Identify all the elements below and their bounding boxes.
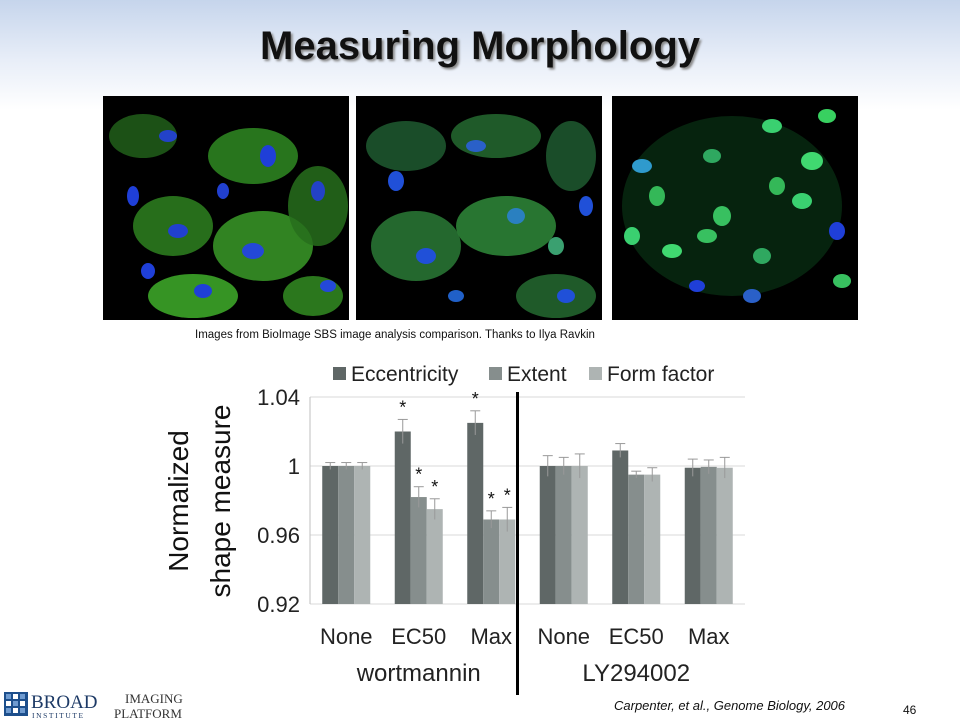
legend-label-0: Eccentricity xyxy=(351,363,459,386)
y-axis-title-line-1: shape measure xyxy=(205,404,236,597)
x-tick-label-4: EC50 xyxy=(609,624,664,649)
logo-platform-text: PLATFORM xyxy=(114,706,182,720)
bar-3-0 xyxy=(539,466,556,604)
bar-4-0 xyxy=(612,450,629,604)
bar-1-1 xyxy=(410,497,427,604)
x-tick-label-3: None xyxy=(537,624,590,649)
micrograph-control-svg xyxy=(109,114,348,318)
shape-measure-chart: Eccentricity Extent Form factor 0.92 0.96 1 1.… xyxy=(163,363,745,695)
y-tick-label-1: 0.96 xyxy=(257,523,300,548)
significance-marker-1-2: * xyxy=(431,477,438,497)
bar-4-2 xyxy=(644,474,661,604)
legend-swatch-1 xyxy=(489,367,502,380)
bar-2-0 xyxy=(467,422,484,604)
micrograph-control xyxy=(103,96,349,320)
logo-broad-text: BROAD xyxy=(31,692,98,713)
title-band xyxy=(0,0,960,110)
legend-swatch-0 xyxy=(333,367,346,380)
bar-1-2 xyxy=(426,509,443,604)
significance-marker-2-1: * xyxy=(488,489,495,509)
y-tick-label-2: 1 xyxy=(288,454,300,479)
legend-swatch-2 xyxy=(589,367,602,380)
group-label-1: LY294002 xyxy=(582,660,690,687)
bar-2-2 xyxy=(499,519,516,604)
bar-0-1 xyxy=(338,466,355,604)
group-label-0: wortmannin xyxy=(356,660,481,687)
bar-0-2 xyxy=(354,466,371,604)
x-tick-label-1: EC50 xyxy=(391,624,446,649)
significance-marker-1-1: * xyxy=(415,465,422,485)
legend-label-1: Extent xyxy=(507,363,567,386)
bar-0-0 xyxy=(322,466,339,604)
x-tick-label-5: Max xyxy=(688,624,730,649)
y-tick-label-0: 0.92 xyxy=(257,592,300,617)
image-caption: Images from BioImage SBS image analysis … xyxy=(195,329,595,341)
significance-marker-1-0: * xyxy=(399,397,406,417)
bar-4-1 xyxy=(628,474,645,604)
x-tick-label-2: Max xyxy=(470,624,512,649)
y-axis-title-line-0: Normalized xyxy=(163,430,194,572)
logo-imaging-text: IMAGING xyxy=(125,691,183,706)
broad-logo-mark xyxy=(4,692,28,716)
page-number: 46 xyxy=(903,703,917,717)
bar-3-1 xyxy=(555,466,572,604)
y-tick-label-3: 1.04 xyxy=(257,385,300,410)
legend-label-2: Form factor xyxy=(607,363,714,386)
citation: Carpenter, et al., Genome Biology, 2006 xyxy=(614,698,846,713)
micrograph-max xyxy=(612,96,858,320)
micrograph-ec50 xyxy=(356,96,602,320)
bar-5-1 xyxy=(700,466,717,604)
bar-3-2 xyxy=(571,466,588,604)
bar-5-0 xyxy=(684,467,701,604)
slide-title: Measuring Morphology xyxy=(260,24,700,68)
broad-imaging-logo: BROAD INSTITUTE IMAGING PLATFORM xyxy=(4,691,183,720)
bar-1-0 xyxy=(394,431,411,604)
bar-5-2 xyxy=(716,467,733,604)
logo-institute-text: INSTITUTE xyxy=(32,711,85,720)
significance-marker-2-2: * xyxy=(504,485,511,505)
bar-2-1 xyxy=(483,519,500,604)
x-tick-label-0: None xyxy=(320,624,373,649)
micrograph-ec50-svg xyxy=(366,114,596,318)
significance-marker-2-0: * xyxy=(472,389,479,409)
micrograph-max-svg xyxy=(622,109,851,303)
